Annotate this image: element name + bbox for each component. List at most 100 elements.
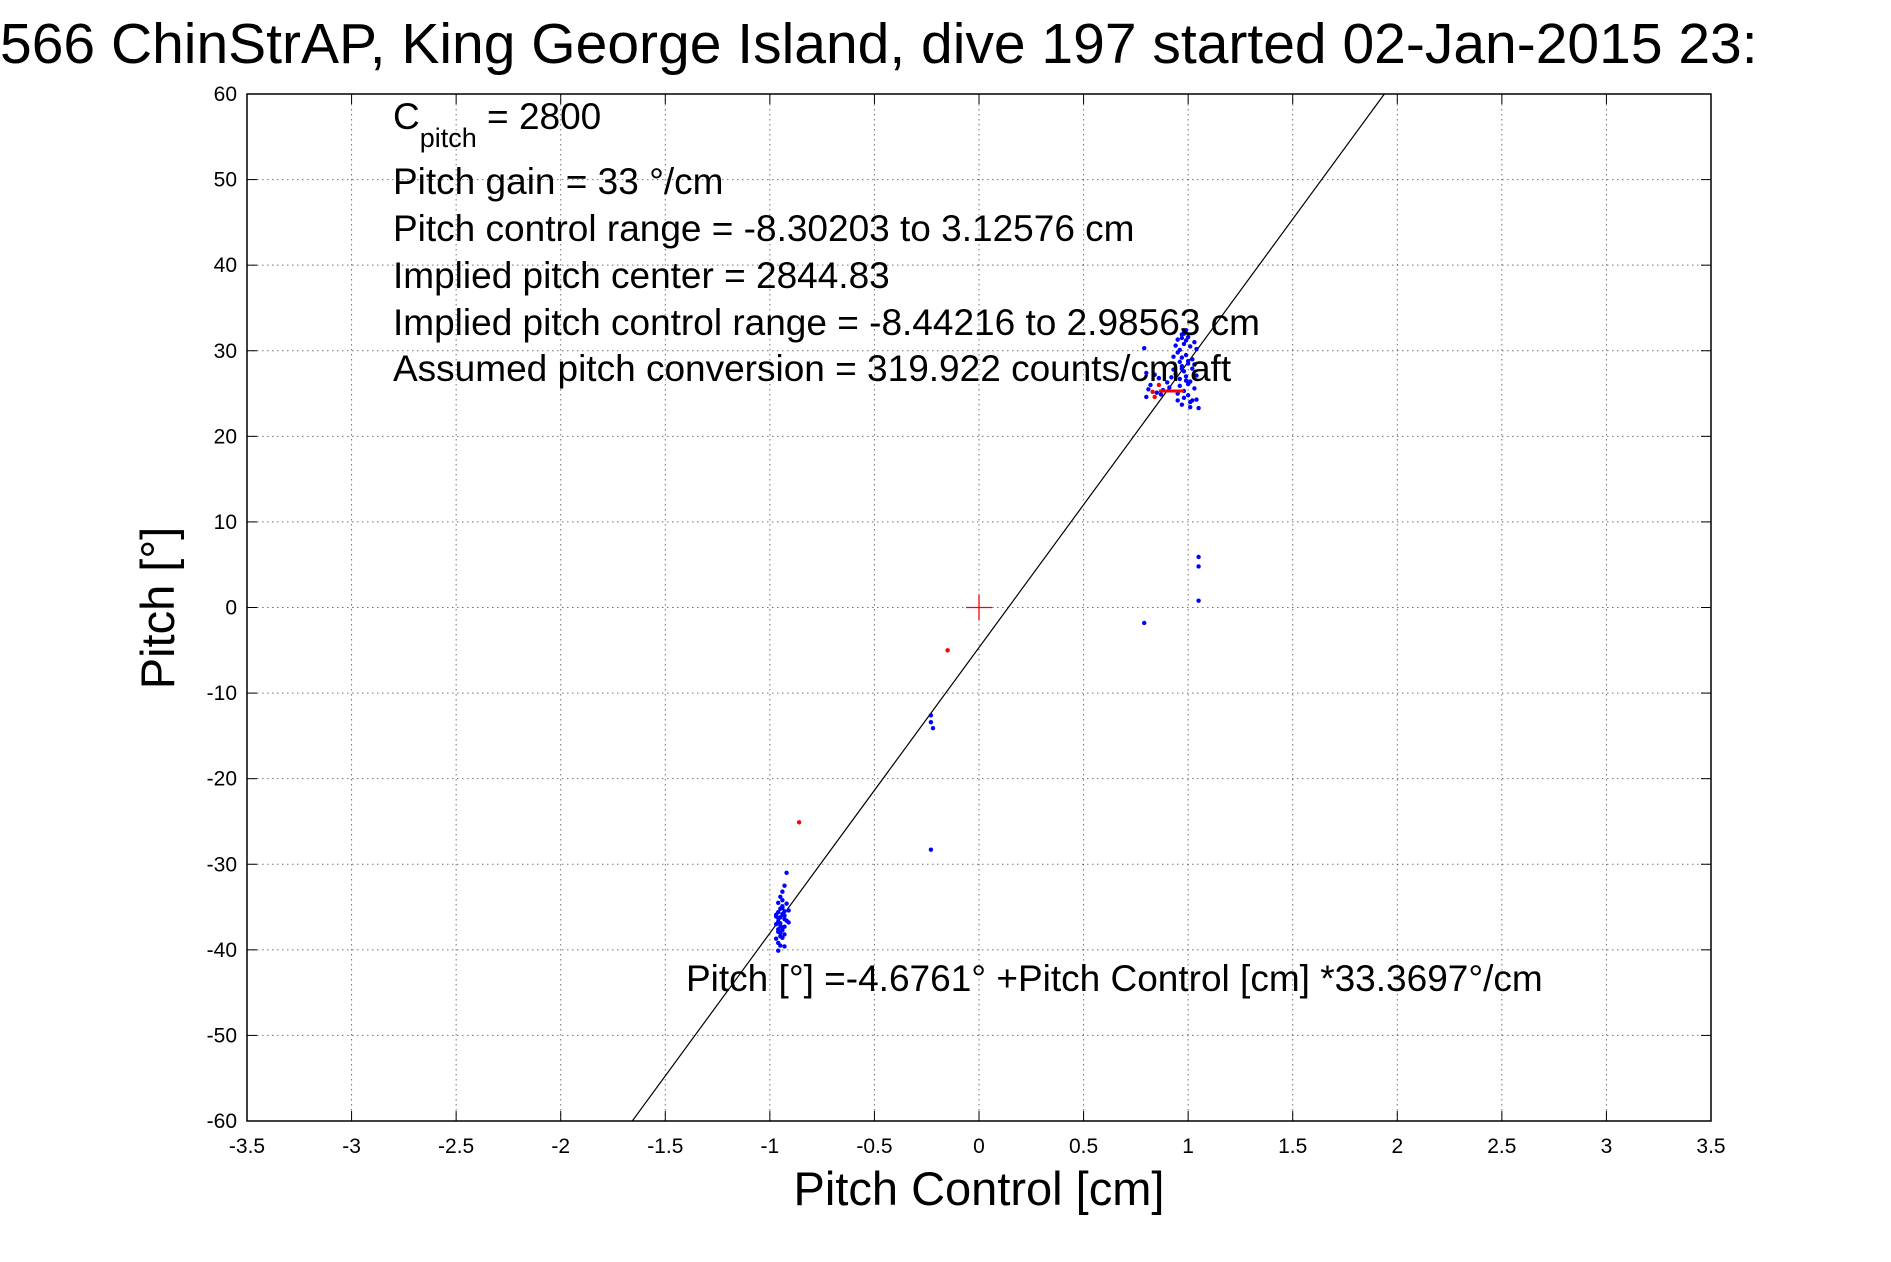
data-point: [1148, 382, 1153, 388]
data-point: [928, 847, 934, 852]
info-annotations: Cpitch = 2800 Pitch gain = 33 °/cm Pitch…: [393, 96, 1260, 389]
c-pitch-sub: pitch: [420, 123, 477, 153]
data-point: [1179, 402, 1185, 407]
data-point: [780, 889, 785, 894]
y-tick-label: 50: [214, 169, 237, 192]
x-tick-label: 1: [1182, 1135, 1194, 1158]
pitch-gain-annotation: Pitch gain = 33 °/cm: [393, 161, 724, 202]
data-point: [782, 913, 787, 918]
data-point: [1188, 405, 1193, 410]
data-point: [778, 923, 783, 929]
data-point: [778, 930, 783, 935]
implied-pitch-range-annotation: Implied pitch control range = -8.44216 t…: [393, 302, 1260, 343]
data-point: [1177, 376, 1182, 382]
data-point: [1190, 357, 1195, 362]
y-tick-label: 30: [214, 340, 237, 363]
data-point: [1194, 397, 1199, 402]
data-point: [1190, 366, 1195, 371]
data-point: [780, 897, 785, 903]
data-point: [1173, 371, 1178, 377]
data-point: [1150, 389, 1155, 395]
data-point: [1179, 335, 1185, 341]
data-point: [1181, 341, 1187, 347]
y-tick-label: 0: [225, 597, 237, 620]
data-point: [786, 908, 791, 913]
x-tick-label: -3.5: [229, 1135, 265, 1158]
data-point: [782, 909, 787, 914]
data-point: [1181, 331, 1187, 336]
data-point: [1196, 554, 1201, 560]
data-point: [1179, 355, 1185, 360]
data-point: [1194, 346, 1199, 352]
data-point: [773, 936, 779, 941]
y-tick-label: -50: [207, 1024, 237, 1047]
grid: [247, 94, 1711, 1121]
y-tick-label: 20: [214, 425, 237, 448]
data-point: [930, 725, 936, 731]
data-point: [1196, 405, 1201, 411]
data-point: [1196, 598, 1201, 603]
x-tick-label: -0.5: [856, 1135, 892, 1158]
x-tick-label: 2.5: [1487, 1135, 1516, 1158]
data-point: [786, 920, 791, 925]
data-point: [780, 905, 785, 911]
fit-line-group: [631, 93, 1385, 1122]
x-tick-label: 0.5: [1069, 1135, 1098, 1158]
data-point: [773, 921, 779, 927]
pitch-conversion-annotation: Assumed pitch conversion = 319.922 count…: [393, 348, 1232, 389]
x-tick-label: -1.5: [647, 1135, 683, 1158]
data-point: [784, 901, 789, 906]
c-pitch-main: C: [393, 96, 420, 137]
data-point: [1154, 390, 1159, 395]
pitch-control-range-annotation: Pitch control range = -8.30203 to 3.1257…: [393, 208, 1135, 249]
x-tick-label: 3.5: [1696, 1135, 1725, 1158]
data-point: [1156, 382, 1162, 388]
data-point: [780, 935, 785, 941]
y-tick-label: -10: [207, 682, 237, 705]
data-point: [776, 948, 781, 953]
data-point: [1171, 354, 1176, 359]
data-point: [1183, 374, 1189, 379]
data-point: [782, 916, 787, 922]
data-point: [782, 924, 787, 929]
y-tick-label: 60: [214, 83, 237, 106]
data-point: [1183, 378, 1189, 383]
data-point: [1177, 359, 1182, 365]
data-point: [1144, 370, 1149, 376]
y-tick-label: 10: [214, 511, 237, 534]
data-point: [1171, 367, 1176, 372]
data-point: [1146, 387, 1151, 392]
y-tick-label: -20: [207, 768, 237, 791]
data-point: [1167, 385, 1172, 390]
data-point: [928, 713, 934, 718]
c-pitch-annotation: Cpitch = 2800: [393, 96, 601, 153]
data-point: [1175, 398, 1180, 403]
fit-line: [631, 93, 1385, 1122]
data-point: [782, 932, 787, 937]
data-point: [1179, 366, 1185, 371]
data-point: [1194, 373, 1199, 378]
data-point: [1144, 394, 1149, 400]
data-point: [1181, 395, 1187, 401]
x-tick-label: 0: [973, 1135, 985, 1158]
markers: [966, 389, 1184, 621]
data-point: [1185, 393, 1191, 398]
x-tick-label: 3: [1601, 1135, 1613, 1158]
y-tick-label: -30: [207, 853, 237, 876]
y-ticks: -60 -50 -40 -30 -20 -10 0 10 20 30 40 50 60: [207, 83, 1711, 1133]
data-point: [1183, 328, 1189, 333]
x-tick-label: -1: [761, 1135, 780, 1158]
y-tick-label: -40: [207, 939, 237, 962]
implied-pitch-center-annotation: Implied pitch center = 2844.83: [393, 255, 890, 296]
data-point: [1142, 620, 1147, 626]
data-point: [778, 943, 783, 948]
data-point: [782, 883, 787, 888]
x-ticks: -3.5 -3 -2.5 -2 -1.5 -1 -0.5 0 0.5 1 1.5 2 2.5 3 3.5: [229, 94, 1726, 1158]
data-point: [928, 719, 934, 725]
data-point: [778, 915, 783, 920]
data-point: [782, 944, 787, 949]
data-point: [1185, 334, 1191, 340]
data-point: [773, 912, 779, 917]
data-point: [945, 648, 950, 653]
